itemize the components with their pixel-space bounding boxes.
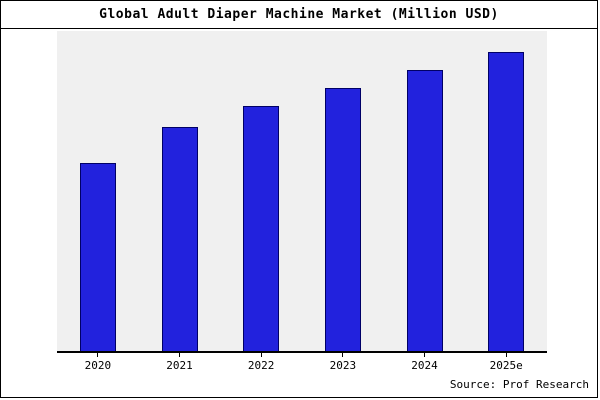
x-tick-label: 2022 (247, 359, 275, 372)
x-tick-label: 2024 (411, 359, 438, 372)
bar-2023 (324, 87, 361, 351)
x-tick-label: 2020 (84, 359, 112, 372)
x-tick-label: 2021 (166, 359, 193, 372)
x-tick-label: 2025e (489, 359, 523, 372)
tick-mark (342, 353, 344, 357)
bar-cell (384, 31, 466, 351)
x-tick: 2025e (465, 353, 547, 375)
tick-mark (424, 353, 426, 357)
bar-2020 (79, 162, 116, 351)
x-tick: 2023 (302, 353, 384, 375)
bar-2025e (488, 51, 525, 351)
bars-container (57, 31, 547, 351)
x-tick: 2021 (139, 353, 221, 375)
x-axis: 2020 2021 2022 2023 2024 2025e (57, 353, 547, 375)
bar-2024 (406, 69, 443, 351)
tick-mark (505, 353, 507, 357)
bar-2022 (243, 105, 280, 351)
x-tick: 2020 (57, 353, 139, 375)
bar-cell (139, 31, 221, 351)
tick-mark (260, 353, 262, 357)
plot-background (57, 31, 547, 353)
plot-area: 2020 2021 2022 2023 2024 2025e (57, 31, 547, 375)
x-tick: 2024 (384, 353, 466, 375)
bar-cell (220, 31, 302, 351)
bar-cell (57, 31, 139, 351)
chart-title: Global Adult Diaper Machine Market (Mill… (1, 1, 597, 29)
x-tick-label: 2023 (329, 359, 357, 372)
bar-2021 (161, 126, 198, 351)
tick-mark (97, 353, 99, 357)
x-tick: 2022 (220, 353, 302, 375)
source-text: Source: Prof Research (449, 378, 589, 391)
bar-cell (302, 31, 384, 351)
bar-cell (465, 31, 547, 351)
tick-mark (179, 353, 180, 357)
